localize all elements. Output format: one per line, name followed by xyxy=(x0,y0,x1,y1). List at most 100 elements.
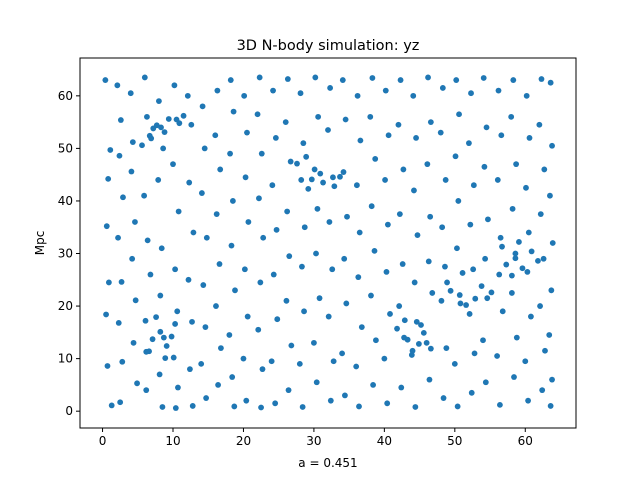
data-point xyxy=(508,272,515,279)
data-point xyxy=(282,119,289,126)
data-point xyxy=(226,332,233,338)
data-point xyxy=(451,360,458,367)
y-tick-label: 20 xyxy=(58,299,73,313)
data-point xyxy=(114,82,121,89)
data-point xyxy=(382,177,388,183)
data-point xyxy=(283,297,290,304)
data-point xyxy=(427,213,434,220)
data-point xyxy=(134,380,140,387)
data-point xyxy=(357,137,364,144)
data-point xyxy=(526,134,533,141)
data-point xyxy=(184,92,191,99)
data-point xyxy=(153,314,159,321)
data-point xyxy=(371,247,378,254)
data-point xyxy=(471,350,478,357)
data-point xyxy=(413,134,419,141)
data-point xyxy=(243,397,250,404)
data-point xyxy=(216,261,223,267)
data-point xyxy=(104,363,111,369)
x-tick-label: 30 xyxy=(306,434,321,448)
data-point xyxy=(456,292,463,298)
data-point xyxy=(397,77,404,83)
data-point xyxy=(273,226,280,233)
data-point xyxy=(130,339,137,346)
data-point xyxy=(337,173,343,180)
data-point xyxy=(537,211,544,217)
data-point xyxy=(395,121,402,128)
data-point xyxy=(171,82,178,89)
data-point xyxy=(454,403,461,410)
data-point xyxy=(270,271,277,278)
data-point xyxy=(103,223,110,230)
data-point xyxy=(470,266,477,273)
data-point xyxy=(199,103,206,110)
data-point xyxy=(546,332,553,338)
data-point xyxy=(301,308,307,315)
plot-frame xyxy=(79,57,577,429)
data-point xyxy=(373,337,379,344)
data-point xyxy=(244,129,250,136)
data-point xyxy=(229,374,236,380)
data-point xyxy=(339,77,346,83)
data-point xyxy=(149,336,156,343)
data-point xyxy=(286,253,293,260)
data-point xyxy=(372,156,379,162)
data-point xyxy=(162,355,169,361)
data-point xyxy=(437,129,444,136)
data-point xyxy=(549,240,556,246)
data-point xyxy=(187,366,193,373)
data-point xyxy=(153,122,160,129)
y-axis-label: Mpc xyxy=(33,231,47,256)
data-point xyxy=(186,179,193,186)
data-point xyxy=(260,234,267,241)
data-point xyxy=(165,116,172,122)
data-point xyxy=(353,363,360,370)
data-point xyxy=(172,321,179,327)
data-point xyxy=(509,205,516,212)
data-point xyxy=(399,261,406,267)
data-point xyxy=(411,279,418,286)
data-point xyxy=(259,366,266,373)
data-point xyxy=(257,279,264,286)
data-point xyxy=(525,397,531,404)
data-point xyxy=(442,177,449,183)
data-point xyxy=(272,134,279,141)
data-point xyxy=(499,308,506,315)
data-point xyxy=(258,150,265,157)
data-point xyxy=(466,140,472,147)
data-point xyxy=(241,92,248,99)
data-point xyxy=(353,182,360,189)
data-point xyxy=(231,403,238,410)
data-point xyxy=(503,261,510,268)
data-point xyxy=(159,404,166,410)
data-point xyxy=(105,175,112,182)
data-point xyxy=(175,384,181,391)
data-point xyxy=(482,379,489,386)
data-point xyxy=(327,397,334,404)
data-point xyxy=(218,345,224,352)
data-point xyxy=(483,124,490,131)
data-point xyxy=(198,190,205,196)
data-point xyxy=(185,276,192,283)
data-point xyxy=(284,76,291,82)
data-point xyxy=(269,182,276,189)
data-point xyxy=(472,295,479,302)
data-point xyxy=(158,245,165,252)
data-point xyxy=(410,92,417,99)
data-point xyxy=(549,142,555,149)
data-point xyxy=(452,153,459,160)
y-axis: 0 10 20 30 40 50 60 xyxy=(58,89,80,418)
data-point xyxy=(161,129,168,136)
data-point xyxy=(274,316,281,323)
data-point xyxy=(384,400,391,407)
data-point xyxy=(424,161,431,168)
data-point xyxy=(143,387,150,394)
data-point xyxy=(141,192,148,199)
data-point xyxy=(497,234,504,241)
data-point xyxy=(438,297,445,304)
data-point xyxy=(457,300,464,307)
data-point xyxy=(443,345,450,352)
data-point xyxy=(420,329,427,336)
x-tick-label: 50 xyxy=(447,434,462,448)
